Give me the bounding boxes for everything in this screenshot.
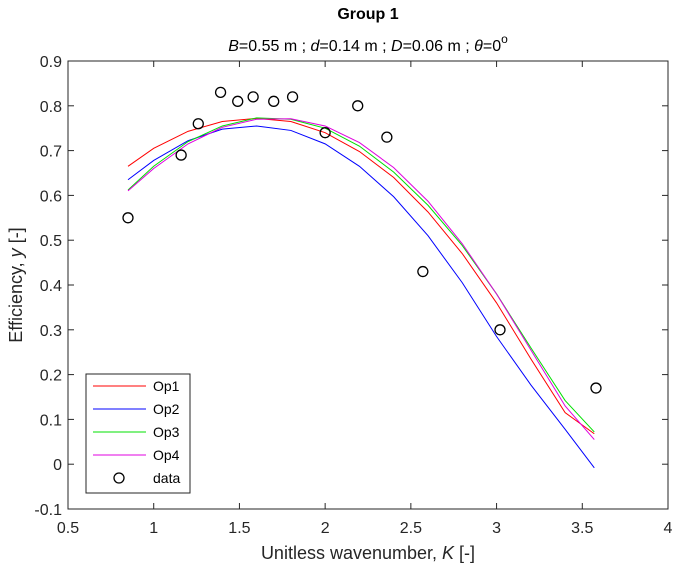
data-point [268, 95, 280, 107]
y-tick-label: 0.6 [40, 188, 62, 205]
data-point [590, 382, 602, 394]
data-point [494, 324, 506, 336]
y-tick-label: -0.1 [34, 502, 62, 519]
data-point [175, 149, 187, 161]
subtitle-unit-2: m [364, 38, 377, 55]
chart-subtitle: B=0.55 m ; d=0.14 m ; D=0.06 m ; θ=0o [228, 32, 508, 55]
y-tick-label: 0 [53, 457, 62, 474]
legend-box [85, 373, 191, 494]
y-axis-label-var: y [6, 247, 26, 259]
legend-label-op1: Op1 [153, 378, 180, 394]
axis-ticks: 0.5 1 1.5 2 2.5 3 3.5 4 -0.1 0 0.1 0.2 0.3 0.4 0.5 0.6 0… [34, 54, 672, 537]
y-tick-label: 0.4 [40, 278, 62, 295]
y-tick-label: 0.9 [40, 54, 62, 71]
x-axis-label-text: Unitless wavenumber, [261, 543, 442, 563]
data-point [232, 95, 244, 107]
data-point [122, 212, 134, 224]
x-tick-label: 1.5 [228, 520, 250, 537]
data-point [381, 131, 393, 143]
subtitle-d-value: 0.14 [329, 38, 360, 55]
data-point [319, 127, 331, 139]
x-axis-label: Unitless wavenumber, K [-] [261, 543, 475, 563]
series-line-op4 [127, 118, 595, 440]
data-point [352, 100, 364, 112]
x-axis-label-unit: [-] [454, 543, 475, 563]
x-axis-label-var: K [442, 543, 455, 563]
x-tick-label: 1 [149, 520, 158, 537]
subtitle-unit-3: m [448, 38, 461, 55]
chart-title: Group 1 [337, 6, 398, 23]
data-point [247, 91, 259, 103]
y-tick-label: 0.1 [40, 412, 62, 429]
x-tick-label: 3.5 [571, 520, 593, 537]
data-point [417, 265, 429, 278]
legend: Op1 Op2 Op3 Op4 data [85, 373, 191, 494]
x-tick-label: 0.5 [57, 520, 79, 537]
series-line-op3 [127, 117, 595, 433]
data-point [214, 86, 227, 99]
subtitle-D-value: 0.06 [412, 38, 443, 55]
legend-swatch-data [113, 472, 125, 484]
y-tick-label: 0.3 [40, 323, 62, 340]
legend-label-data: data [153, 470, 180, 486]
y-tick-label: 0.5 [40, 233, 62, 250]
x-tick-label: 3 [492, 520, 501, 537]
scatter-group [122, 86, 602, 394]
y-axis-label-text: Efficiency, [6, 257, 26, 342]
series-group [127, 117, 595, 469]
y-axis-label-unit: [-] [6, 227, 26, 248]
subtitle-B-value: 0.55 [248, 38, 279, 55]
y-tick-label: 0.7 [40, 144, 62, 161]
x-tick-label: 4 [664, 520, 673, 537]
x-tick-label: 2 [321, 520, 330, 537]
subtitle-unit-1: m [284, 38, 297, 55]
y-tick-label: 0.8 [40, 99, 62, 116]
data-point [192, 118, 204, 130]
legend-label-op3: Op3 [153, 424, 180, 440]
x-tick-label: 2.5 [400, 520, 422, 537]
y-axis-label: Efficiency, y [-] [6, 227, 26, 342]
y-tick-label: 0.2 [40, 368, 62, 385]
subtitle-theta-value: 0 [492, 38, 501, 55]
legend-label-op4: Op4 [153, 447, 180, 463]
data-point [286, 91, 299, 103]
legend-label-op2: Op2 [153, 401, 180, 417]
